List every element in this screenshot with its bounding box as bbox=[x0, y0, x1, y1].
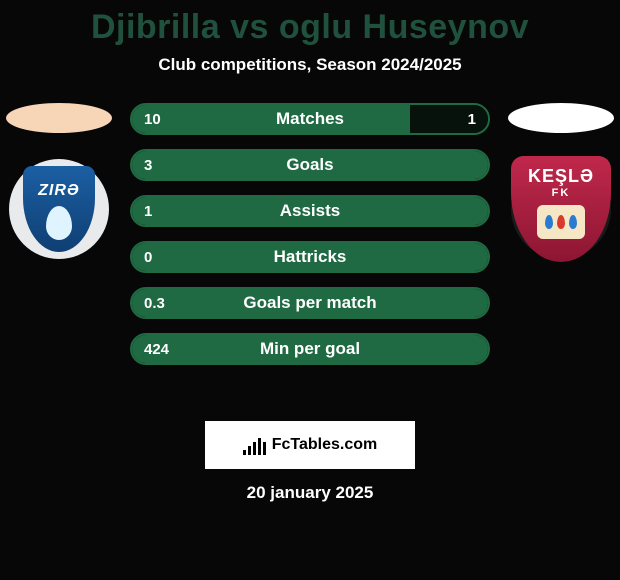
stat-value-left: 424 bbox=[132, 335, 181, 363]
left-club-shield: ZIRƏ bbox=[23, 166, 95, 252]
right-player-avatar-placeholder bbox=[508, 103, 614, 133]
stat-label: Min per goal bbox=[132, 335, 488, 363]
brand-bar-segment bbox=[253, 442, 256, 455]
brand-bar-segment bbox=[243, 450, 246, 455]
stat-label: Goals per match bbox=[132, 289, 488, 317]
stat-row: Goals per match0.3 bbox=[130, 287, 490, 319]
flame-icon bbox=[545, 215, 553, 229]
stat-row: Matches10 1 bbox=[130, 103, 490, 135]
stat-value-right bbox=[464, 151, 488, 179]
snapshot-date: 20 january 2025 bbox=[0, 483, 620, 503]
right-player-column: KEŞLƏ FK bbox=[506, 103, 616, 259]
left-player-column: ZIRƏ bbox=[4, 103, 114, 259]
stat-value-left: 0.3 bbox=[132, 289, 177, 317]
stat-row: Min per goal424 bbox=[130, 333, 490, 365]
brand-bar-segment bbox=[258, 438, 261, 455]
left-club-badge: ZIRƏ bbox=[9, 159, 109, 259]
brand-watermark: FcTables.com bbox=[205, 421, 415, 469]
right-club-sublabel: FK bbox=[552, 187, 571, 199]
stat-value-left: 10 bbox=[132, 105, 173, 133]
comparison-subtitle: Club competitions, Season 2024/2025 bbox=[0, 55, 620, 75]
right-club-badge: KEŞLƏ FK bbox=[511, 159, 611, 259]
right-club-label: KEŞLƏ bbox=[528, 166, 594, 187]
right-club-shield: KEŞLƏ FK bbox=[511, 156, 611, 262]
bar-chart-icon bbox=[243, 435, 266, 455]
stat-label: Goals bbox=[132, 151, 488, 179]
droplet-icon bbox=[46, 206, 72, 240]
stat-label: Matches bbox=[132, 105, 488, 133]
brand-bar-segment bbox=[248, 446, 251, 455]
stat-value-left: 3 bbox=[132, 151, 164, 179]
brand-text: FcTables.com bbox=[272, 436, 378, 454]
stat-value-right: 1 bbox=[456, 105, 488, 133]
flame-icon bbox=[557, 215, 565, 229]
stat-value-left: 0 bbox=[132, 243, 164, 271]
left-club-label: ZIRƏ bbox=[38, 182, 80, 200]
stat-label: Assists bbox=[132, 197, 488, 225]
stat-value-right bbox=[464, 197, 488, 225]
stat-row: Assists1 bbox=[130, 195, 490, 227]
left-player-avatar-placeholder bbox=[6, 103, 112, 133]
stat-value-right bbox=[464, 289, 488, 317]
stat-value-right bbox=[464, 243, 488, 271]
brand-bar-segment bbox=[263, 442, 266, 455]
right-club-crest-icon bbox=[537, 205, 585, 239]
comparison-title: Djibrilla vs oglu Huseynov bbox=[0, 0, 620, 47]
stat-value-right bbox=[464, 335, 488, 363]
stat-row: Hattricks0 bbox=[130, 241, 490, 273]
stat-label: Hattricks bbox=[132, 243, 488, 271]
comparison-bars: Matches101Goals3Assists1Hattricks0Goals … bbox=[130, 103, 490, 365]
stat-value-left: 1 bbox=[132, 197, 164, 225]
comparison-content: ZIRƏ KEŞLƏ FK Matches101Goals3Assists1Ha… bbox=[0, 103, 620, 403]
stat-row: Goals3 bbox=[130, 149, 490, 181]
flame-icon bbox=[569, 215, 577, 229]
